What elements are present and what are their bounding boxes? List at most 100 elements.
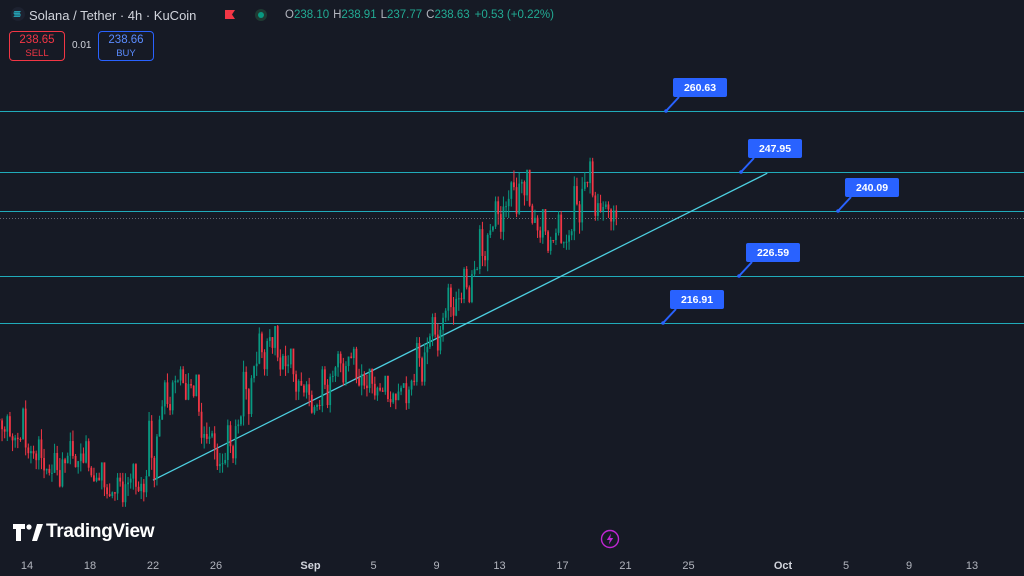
candle-body	[436, 334, 439, 351]
callout-anchor	[664, 109, 668, 113]
candle-body	[418, 343, 421, 359]
candle	[397, 383, 400, 401]
candle-body	[324, 369, 326, 385]
lightning-icon[interactable]	[600, 529, 620, 549]
symbol-title[interactable]: Solana / Tether · 4h · KuCoin	[29, 8, 197, 23]
candle-body	[339, 353, 342, 364]
candle-body	[457, 298, 460, 300]
candle-body	[413, 380, 416, 382]
candle	[263, 349, 266, 376]
candle-body	[465, 269, 468, 288]
candle-body	[473, 269, 476, 275]
candle-body	[289, 348, 292, 365]
candle	[85, 435, 87, 464]
candle-body	[108, 494, 111, 497]
ohlc-value: 238.91	[341, 9, 377, 21]
candle-body	[11, 436, 14, 441]
candle-body	[64, 459, 66, 464]
candle	[324, 366, 326, 390]
sell-button[interactable]: 238.65 SELL	[9, 31, 65, 61]
candle-body	[121, 481, 124, 503]
candle-body	[85, 441, 87, 463]
candle	[19, 437, 22, 442]
candle-body	[16, 437, 19, 439]
candle	[591, 157, 594, 198]
candle	[221, 453, 224, 473]
candle	[337, 351, 339, 377]
candle-body	[35, 453, 38, 461]
candle-body	[274, 326, 276, 348]
candle	[434, 312, 437, 338]
candle	[541, 209, 544, 244]
candle	[140, 477, 143, 500]
candle-body	[408, 389, 410, 404]
candle	[250, 375, 253, 418]
candle-body	[499, 214, 502, 232]
callout-anchor	[737, 274, 741, 278]
candle-body	[368, 368, 371, 389]
candle-body	[119, 477, 122, 482]
candle-body	[158, 419, 161, 437]
candle-body	[72, 441, 74, 457]
candle-body	[360, 373, 363, 386]
candle	[103, 462, 106, 497]
candle-body	[19, 438, 22, 440]
candle-body	[111, 492, 114, 497]
candle-body	[392, 393, 395, 403]
candle	[502, 196, 505, 241]
candle-body	[455, 298, 458, 316]
candle	[557, 211, 560, 236]
candle	[297, 379, 300, 400]
candle-body	[586, 181, 589, 184]
ohlc-value: 238.63	[434, 9, 470, 21]
candle-body	[226, 425, 229, 460]
candle-body	[310, 394, 313, 413]
candle-body	[292, 348, 295, 375]
candle-body	[612, 210, 615, 222]
candle	[392, 392, 395, 404]
candle	[300, 372, 303, 386]
candle	[95, 472, 98, 483]
candle	[368, 368, 371, 393]
candle-body	[397, 391, 400, 401]
candle-body	[282, 355, 284, 370]
ohlc-value: 237.77	[386, 9, 423, 21]
candle-body	[442, 317, 444, 330]
buy-label: BUY	[116, 48, 136, 59]
candle-body	[308, 384, 311, 395]
candle-body	[48, 468, 51, 473]
buy-button[interactable]: 238.66 BUY	[98, 31, 154, 61]
candle-body	[253, 366, 255, 379]
candle	[513, 170, 515, 191]
candle	[318, 399, 321, 410]
x-axis-tick-label: 26	[210, 560, 222, 572]
candle	[45, 468, 48, 475]
candle-body	[255, 363, 258, 367]
candle	[381, 387, 384, 392]
candle-body	[53, 453, 56, 473]
candle-body	[61, 459, 64, 487]
candle	[536, 215, 539, 238]
candle-body	[379, 387, 381, 391]
candle	[363, 371, 366, 390]
candle-body	[342, 363, 345, 383]
candle	[3, 426, 6, 439]
tradingview-wordmark: TradingView	[46, 521, 155, 542]
candle	[1, 418, 3, 442]
candle	[308, 377, 311, 407]
candle-body	[208, 436, 211, 439]
market-status-icon[interactable]	[255, 9, 267, 21]
candle-body	[106, 487, 108, 495]
candle	[415, 337, 418, 386]
candle	[274, 326, 276, 356]
flag-icon[interactable]	[224, 9, 236, 20]
candle-body	[74, 456, 77, 468]
candle-body	[507, 198, 510, 207]
candle-body	[169, 404, 171, 411]
candle	[310, 390, 313, 414]
candle-body	[79, 453, 82, 462]
candle	[282, 353, 284, 370]
candle-body	[266, 340, 269, 370]
